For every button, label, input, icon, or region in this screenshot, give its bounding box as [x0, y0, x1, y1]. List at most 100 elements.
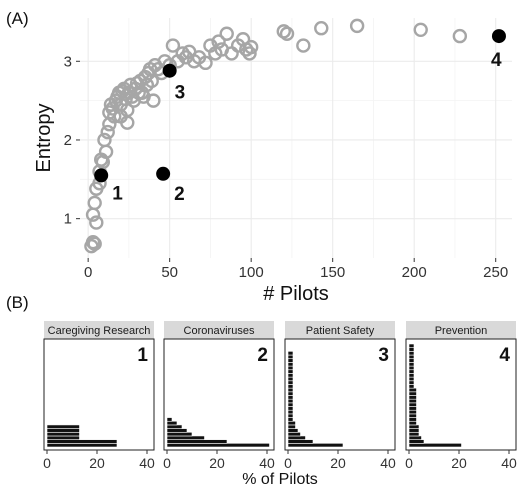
y-tick-label: 2 — [64, 132, 72, 149]
facet-x-tick-label: 40 — [380, 455, 396, 471]
facet-bar — [287, 439, 314, 444]
facet-bar — [166, 431, 193, 437]
scatter-point — [175, 46, 190, 61]
scatter-point — [144, 73, 159, 89]
facet-bar — [287, 369, 294, 374]
facet-bar — [166, 424, 183, 429]
facet-bar — [166, 435, 205, 440]
facet-bar — [287, 402, 294, 407]
facet-bar — [166, 417, 173, 422]
facet-bar — [408, 391, 417, 396]
facet-strip-label: Prevention — [435, 325, 488, 337]
scatter-point — [314, 21, 329, 36]
scatter-plot-area — [80, 18, 512, 258]
facet-bar — [408, 443, 462, 448]
facet-bar — [408, 369, 415, 374]
scatter-point — [87, 236, 102, 252]
facet-bar — [166, 439, 228, 444]
facet-x-tick-label: 0 — [284, 455, 292, 471]
facet-x-tick-label: 0 — [163, 455, 171, 471]
scatter-point — [296, 38, 311, 53]
facet-x-tick-label: 20 — [89, 455, 105, 471]
facet-x-tick-label: 20 — [209, 455, 225, 471]
facet-plot-area — [284, 338, 396, 451]
facet-bar — [287, 409, 294, 415]
y-tick-label: 3 — [64, 53, 72, 70]
x-tick-label: 200 — [402, 264, 427, 281]
facet-bar — [287, 380, 294, 385]
facet-bar — [408, 406, 417, 411]
facet-bar — [408, 380, 415, 385]
scatter-point — [107, 109, 122, 124]
highlighted-point-1 — [94, 168, 109, 183]
facet-bar — [408, 347, 415, 352]
facet-strip — [44, 321, 154, 339]
highlighted-point-4 — [491, 29, 506, 44]
facet-bar — [408, 343, 415, 348]
facet-x-tick-label: 20 — [330, 455, 346, 471]
facet-bar — [408, 384, 415, 389]
scatter-point — [349, 18, 365, 34]
highlighted-point-3 — [162, 63, 177, 78]
facet-x-tick-label: 40 — [259, 455, 275, 471]
facet-bar — [287, 398, 294, 404]
scatter-point — [120, 115, 135, 130]
facet-panel-1: Caregiving Research 1 0 20 40 — [43, 321, 155, 471]
facet-plot-area — [405, 338, 517, 451]
point-label-3: 3 — [175, 83, 186, 104]
facet-bar — [287, 387, 294, 393]
facet-bar — [408, 362, 415, 367]
facet-bar — [287, 365, 294, 371]
facet-bar — [166, 420, 178, 426]
facet-bar — [408, 409, 417, 415]
facet-x-tick-label: 20 — [451, 455, 467, 471]
facet-number: 1 — [137, 345, 148, 366]
facet-bar — [408, 417, 417, 422]
facet-bar — [287, 428, 299, 433]
facet-bar — [287, 384, 294, 389]
facet-bar — [408, 428, 420, 433]
facet-strip-label: Patient Safety — [306, 325, 375, 337]
x-tick-label: 150 — [320, 264, 345, 281]
scatter-point — [243, 39, 259, 55]
facet-bar — [287, 420, 296, 426]
facet-x-axis-title: % of Pilots — [242, 471, 318, 488]
scatter-point — [242, 46, 257, 61]
facet-bar — [408, 435, 422, 440]
scatter-point — [105, 101, 120, 116]
facet-bar — [408, 351, 415, 356]
facet-bar — [287, 362, 294, 367]
facet-bar — [287, 354, 294, 360]
facet-bar — [166, 428, 188, 433]
scatter-point — [146, 93, 161, 108]
facet-bar — [408, 398, 417, 404]
facet-bar — [46, 443, 118, 448]
facet-bar — [408, 424, 420, 429]
facet-number: 4 — [499, 345, 510, 366]
panel-b-label: (B) — [6, 293, 29, 312]
scatter-series-highlight: 1 2 3 4 — [94, 29, 506, 205]
facet-bar — [408, 354, 415, 360]
scatter-point — [85, 235, 101, 250]
facet-bar — [287, 351, 294, 356]
facet-number: 3 — [378, 345, 389, 366]
x-tick-label: 50 — [161, 264, 178, 281]
scatter-point — [219, 26, 234, 41]
scatter-point — [413, 22, 428, 38]
scatter-y-ticks: 1 2 3 — [64, 53, 80, 228]
facet-bar — [166, 443, 270, 448]
scatter-x-ticks: 0 50 100 150 200 250 — [84, 258, 508, 281]
scatter-point — [279, 26, 295, 41]
facet-bar — [408, 365, 415, 371]
facet-bar — [287, 443, 344, 448]
facet-bar — [287, 358, 294, 363]
facet-bar — [46, 424, 80, 429]
facet-bar — [287, 373, 294, 378]
highlighted-point-2 — [156, 166, 171, 181]
facet-bar — [287, 417, 294, 422]
scatter-series-hollow — [84, 18, 468, 254]
